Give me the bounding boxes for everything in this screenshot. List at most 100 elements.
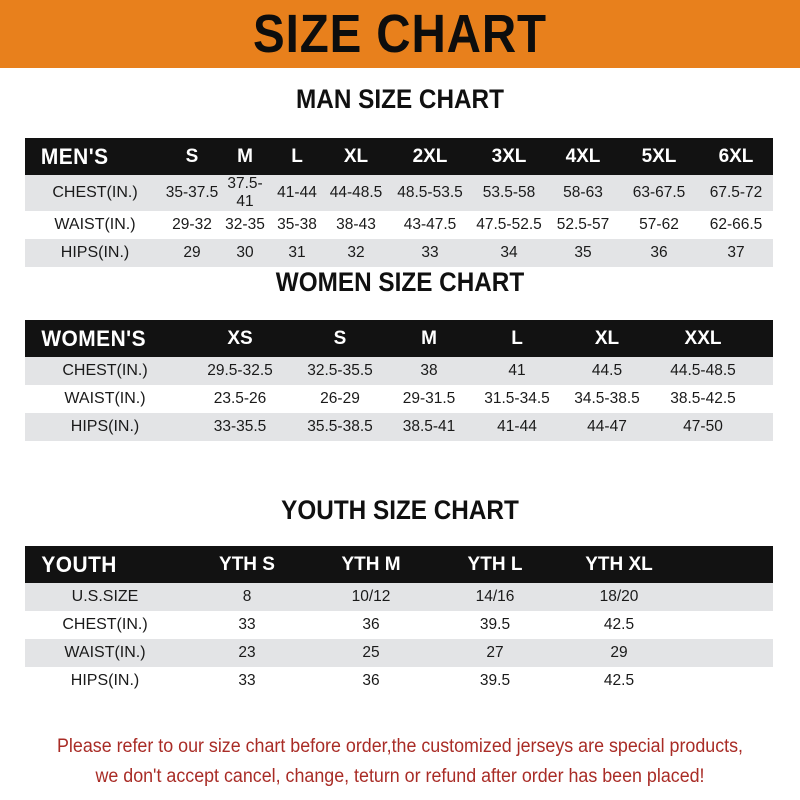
table-cell: 29.5-32.5: [207, 362, 273, 379]
women-header-xs: XS: [227, 327, 253, 349]
table-cell: 33: [421, 244, 439, 261]
footer-line-2: we don't accept cancel, change, teturn o…: [95, 766, 705, 787]
women-row-label-waist: WAIST(IN.): [64, 390, 146, 407]
table-cell: 32-35: [225, 216, 265, 233]
table-cell: 18/20: [599, 588, 639, 605]
table-cell: 10/12: [351, 588, 391, 605]
table-cell: 35-37.5: [165, 184, 219, 201]
table-cell: 39.5: [479, 672, 511, 689]
table-row: CHEST(IN.) 29.5-32.5 32.5-35.5 38 41 44.…: [25, 357, 773, 385]
table-row: CHEST(IN.) 35-37.5 37.5-41 41-44 44-48.5…: [25, 175, 773, 211]
table-cell: 48.5-53.5: [397, 184, 463, 201]
table-cell: 41: [508, 362, 526, 379]
footer-line-1: Please refer to our size chart before or…: [57, 736, 743, 757]
table-cell: 26-29: [320, 390, 360, 407]
table-cell: 33-35.5: [213, 418, 267, 435]
table-cell: 31: [288, 244, 306, 261]
footer-disclaimer: Please refer to our size chart before or…: [24, 732, 776, 792]
table-cell: 57-62: [639, 216, 679, 233]
youth-row-label-chest: CHEST(IN.): [62, 616, 148, 633]
table-cell: 47.5-52.5: [476, 216, 542, 233]
table-cell-spacer: [753, 413, 773, 441]
table-cell-spacer: [681, 611, 773, 639]
youth-header-spacer: [681, 546, 773, 583]
table-cell: 36: [362, 672, 380, 689]
table-cell: 44-47: [587, 418, 627, 435]
men-table-body: MEN'S S M L XL 2XL 3XL 4XL 5XL 6XL CHEST…: [25, 138, 773, 267]
table-cell: 63-67.5: [632, 184, 686, 201]
youth-header-yth-l: YTH L: [467, 553, 523, 575]
women-header-label: WOMEN'S: [41, 325, 147, 351]
table-header-row: WOMEN'S XS S M L XL XXL: [25, 320, 773, 357]
women-header-spacer: [753, 320, 773, 357]
table-cell: 44-48.5: [329, 184, 383, 201]
table-cell: 38: [420, 362, 438, 379]
table-header-row: YOUTH YTH S YTH M YTH L YTH XL: [25, 546, 773, 583]
women-header-m: M: [421, 327, 437, 349]
table-cell: 42.5: [603, 672, 635, 689]
table-cell: 42.5: [603, 616, 635, 633]
table-cell-spacer: [681, 639, 773, 667]
women-section-title: WOMEN SIZE CHART: [275, 267, 525, 297]
table-cell: 34.5-38.5: [574, 390, 640, 407]
table-row: CHEST(IN.) 33 36 39.5 42.5: [25, 611, 773, 639]
table-cell: 37.5-41: [227, 175, 263, 210]
table-cell: 32.5-35.5: [307, 362, 373, 379]
table-cell: 25: [362, 644, 380, 661]
table-cell: 52.5-57: [556, 216, 610, 233]
table-cell: 35.5-38.5: [307, 418, 373, 435]
table-cell: 31.5-34.5: [484, 390, 550, 407]
table-cell: 36: [650, 244, 668, 261]
table-cell-spacer: [753, 385, 773, 413]
table-cell: 34: [500, 244, 518, 261]
table-row: U.S.SIZE 8 10/12 14/16 18/20: [25, 583, 773, 611]
men-header-xl: XL: [343, 145, 369, 167]
table-cell: 39.5: [479, 616, 511, 633]
men-row-label-hips: HIPS(IN.): [60, 244, 130, 261]
men-section-title: MAN SIZE CHART: [296, 84, 504, 114]
women-row-label-chest: CHEST(IN.): [62, 362, 148, 379]
men-row-label-chest: CHEST(IN.): [52, 184, 138, 201]
youth-section-title: YOUTH SIZE CHART: [281, 495, 519, 525]
table-cell: 29: [610, 644, 628, 661]
table-cell: 62-66.5: [709, 216, 763, 233]
table-row: HIPS(IN.) 33 36 39.5 42.5: [25, 667, 773, 695]
table-cell: 23: [238, 644, 256, 661]
table-cell-spacer: [753, 357, 773, 385]
men-header-s: S: [185, 145, 199, 167]
table-cell: 27: [486, 644, 504, 661]
table-cell: 29-31.5: [402, 390, 456, 407]
men-header-4xl: 4XL: [565, 145, 601, 167]
youth-row-label-us-size: U.S.SIZE: [71, 588, 139, 605]
youth-table-body: YOUTH YTH S YTH M YTH L YTH XL U.S.SIZE …: [25, 546, 773, 695]
men-size-table: MEN'S S M L XL 2XL 3XL 4XL 5XL 6XL CHEST…: [25, 138, 773, 267]
table-cell: 35: [574, 244, 592, 261]
table-cell: 38.5-42.5: [670, 390, 736, 407]
table-cell: 23.5-26: [213, 390, 267, 407]
men-header-5xl: 5XL: [641, 145, 677, 167]
page-banner: SIZE CHART: [0, 0, 800, 68]
table-cell: 33: [238, 616, 256, 633]
table-cell: 53.5-58: [482, 184, 536, 201]
table-cell: 43-47.5: [403, 216, 457, 233]
table-row: HIPS(IN.) 29 30 31 32 33 34 35 36 37: [25, 239, 773, 267]
men-header-6xl: 6XL: [718, 145, 754, 167]
table-cell: 67.5-72: [709, 184, 763, 201]
table-cell: 32: [347, 244, 365, 261]
women-header-xxl: XXL: [684, 327, 722, 349]
men-header-m: M: [237, 145, 253, 167]
table-cell-spacer: [681, 583, 773, 611]
table-cell-spacer: [681, 667, 773, 695]
women-header-xl: XL: [594, 327, 620, 349]
youth-row-label-waist: WAIST(IN.): [64, 644, 146, 661]
table-row: HIPS(IN.) 33-35.5 35.5-38.5 38.5-41 41-4…: [25, 413, 773, 441]
table-cell: 44.5: [591, 362, 623, 379]
table-cell: 8: [242, 588, 252, 605]
table-row: WAIST(IN.) 23.5-26 26-29 29-31.5 31.5-34…: [25, 385, 773, 413]
women-header-l: L: [511, 327, 523, 349]
table-cell: 36: [362, 616, 380, 633]
table-header-row: MEN'S S M L XL 2XL 3XL 4XL 5XL 6XL: [25, 138, 773, 175]
youth-header-yth-xl: YTH XL: [585, 553, 653, 575]
page-title: SIZE CHART: [253, 4, 547, 64]
youth-header-label: YOUTH: [41, 551, 117, 577]
